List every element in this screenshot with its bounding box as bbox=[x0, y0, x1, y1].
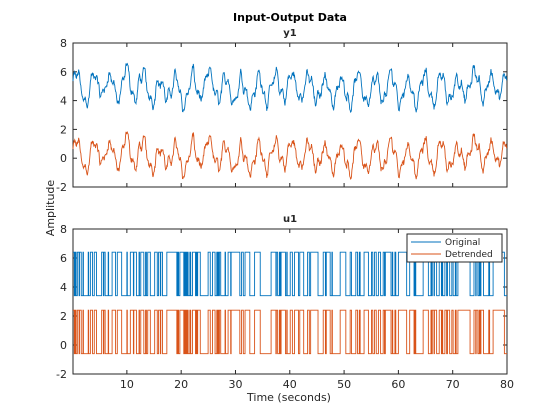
y-tick-label-y1-2: 2 bbox=[60, 123, 67, 136]
y-tick-label-u1-0: -2 bbox=[56, 368, 67, 381]
y-tick-label-u1-4: 6 bbox=[60, 252, 67, 265]
legend: Original Detrended bbox=[406, 233, 503, 263]
panel-y1: y1 -2 0 2 4 6 8 bbox=[56, 28, 508, 194]
y-tick-label-y1-5: 8 bbox=[60, 37, 67, 50]
y-tick-label-u1-5: 8 bbox=[60, 223, 67, 236]
x-tick-label-7: 80 bbox=[500, 378, 514, 391]
y-tick-label-y1-3: 4 bbox=[60, 95, 67, 108]
x-tick-label-4: 50 bbox=[337, 378, 351, 391]
x-tick-label-6: 70 bbox=[446, 378, 460, 391]
x-tick-label-2: 30 bbox=[228, 378, 242, 391]
plot-area-y1 bbox=[72, 42, 508, 188]
x-axis-label: Time (seconds) bbox=[246, 391, 331, 404]
x-tick-label-1: 20 bbox=[174, 378, 188, 391]
legend-label-detrended: Detrended bbox=[445, 250, 493, 260]
y-tick-label-y1-0: -2 bbox=[56, 181, 67, 194]
series-line-y1-original bbox=[72, 62, 508, 114]
legend-box bbox=[406, 233, 503, 263]
y-axis-label: Amplitude bbox=[44, 180, 57, 237]
series-line-y1-detrended bbox=[72, 131, 508, 180]
y-tick-label-y1-4: 6 bbox=[60, 66, 67, 79]
x-tick-label-3: 40 bbox=[283, 378, 297, 391]
legend-label-original: Original bbox=[445, 238, 480, 248]
series-line-u1-detrended bbox=[73, 309, 507, 355]
series-line-u1-original bbox=[73, 251, 507, 297]
y-tick-label-u1-1: 0 bbox=[60, 339, 67, 352]
x-tick-label-5: 60 bbox=[391, 378, 405, 391]
figure-title: Input-Output Data bbox=[233, 11, 347, 24]
y-tick-label-u1-3: 4 bbox=[60, 281, 67, 294]
panel-title-u1: u1 bbox=[283, 214, 297, 225]
panel-title-y1: y1 bbox=[283, 28, 297, 39]
x-tick-label-0: 10 bbox=[120, 378, 134, 391]
y-tick-label-y1-1: 0 bbox=[60, 152, 67, 165]
y-tick-label-u1-2: 2 bbox=[60, 310, 67, 323]
